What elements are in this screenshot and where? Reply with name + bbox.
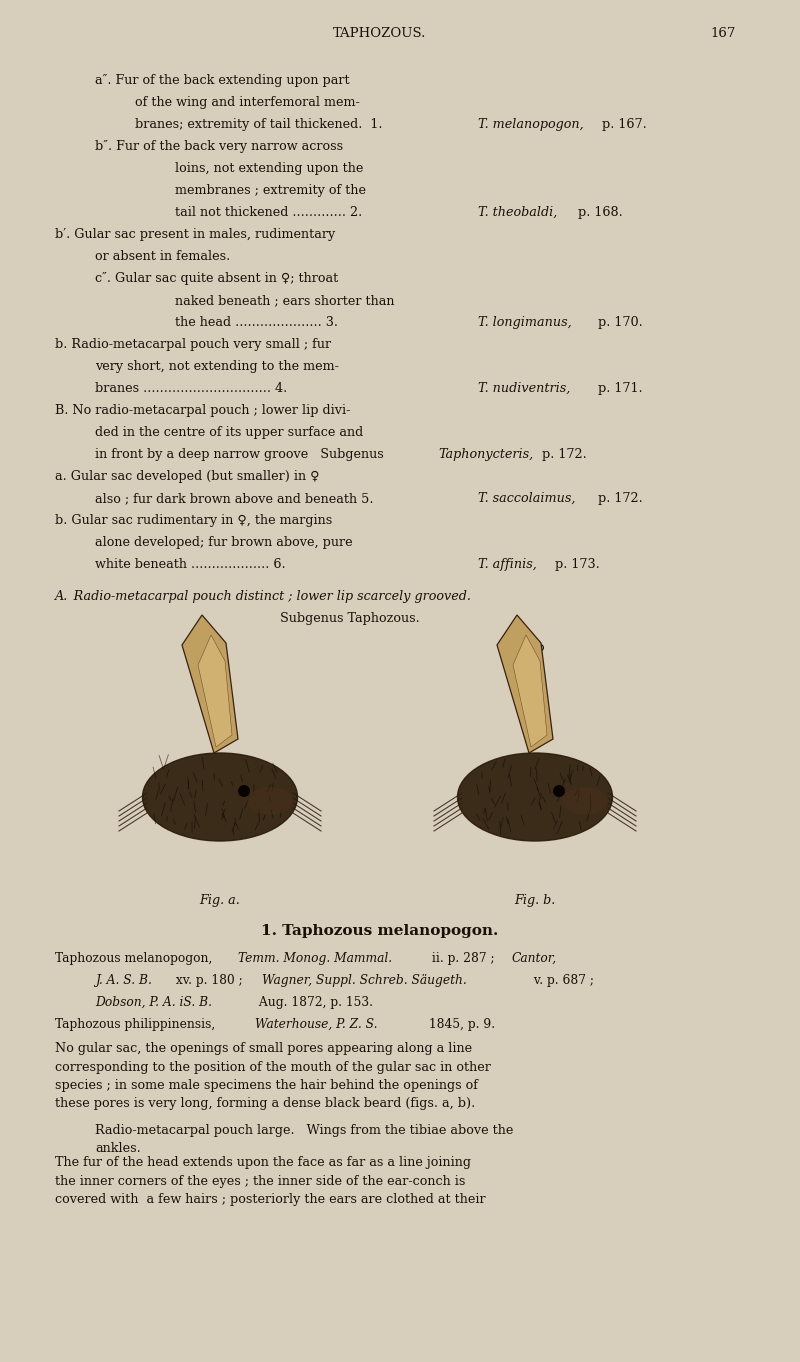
Text: membranes ; extremity of the: membranes ; extremity of the — [175, 184, 366, 197]
Text: Wagner, Suppl. Schreb. Säugeth.: Wagner, Suppl. Schreb. Säugeth. — [262, 974, 466, 987]
Text: Fig. a.: Fig. a. — [200, 893, 240, 907]
Text: or absent in females.: or absent in females. — [95, 251, 230, 263]
Polygon shape — [198, 635, 232, 746]
Polygon shape — [497, 616, 553, 753]
Text: T. melanopogon,: T. melanopogon, — [478, 118, 584, 131]
Text: p. 168.: p. 168. — [578, 206, 622, 219]
Polygon shape — [182, 616, 238, 753]
Circle shape — [238, 786, 250, 797]
Ellipse shape — [458, 753, 613, 840]
Text: c″. Gular sac quite absent in ♀; throat: c″. Gular sac quite absent in ♀; throat — [95, 272, 338, 285]
Text: naked beneath ; ears shorter than: naked beneath ; ears shorter than — [175, 294, 394, 306]
Text: p. 172.: p. 172. — [542, 448, 586, 460]
Text: No gular sac, the openings of small pores appearing along a line
corresponding t: No gular sac, the openings of small pore… — [55, 1042, 491, 1110]
Text: the head ..................... 3.: the head ..................... 3. — [175, 316, 338, 330]
Ellipse shape — [142, 753, 298, 840]
Text: T. saccolaimus,: T. saccolaimus, — [478, 492, 575, 505]
Text: v. p. 687 ;: v. p. 687 ; — [530, 974, 594, 987]
Text: 167: 167 — [710, 27, 735, 39]
Text: ♂: ♂ — [214, 642, 226, 656]
Polygon shape — [513, 635, 547, 746]
Text: p. 167.: p. 167. — [602, 118, 646, 131]
Text: A. Radio-metacarpal pouch distinct ; lower lip scarcely grooved.: A. Radio-metacarpal pouch distinct ; low… — [55, 590, 472, 603]
Text: J. A. S. B.: J. A. S. B. — [95, 974, 152, 987]
Text: a″. Fur of the back extending upon part: a″. Fur of the back extending upon part — [95, 74, 350, 87]
Text: p. 171.: p. 171. — [598, 381, 642, 395]
Text: 1. Taphozous melanopogon.: 1. Taphozous melanopogon. — [262, 923, 498, 938]
Text: T. affinis,: T. affinis, — [478, 558, 537, 571]
Text: b. Radio-metacarpal pouch very small ; fur: b. Radio-metacarpal pouch very small ; f… — [55, 338, 331, 351]
Text: ♀: ♀ — [535, 642, 545, 656]
Text: branes ............................... 4.: branes ............................... 4… — [95, 381, 287, 395]
Ellipse shape — [248, 789, 292, 814]
Text: The fur of the head extends upon the face as far as a line joining
the inner cor: The fur of the head extends upon the fac… — [55, 1156, 486, 1205]
Text: Temm. Monog. Mammal.: Temm. Monog. Mammal. — [238, 952, 392, 966]
Text: a. Gular sac developed (but smaller) in ♀: a. Gular sac developed (but smaller) in … — [55, 470, 319, 484]
Text: Radio-metacarpal pouch large.   Wings from the tibiae above the
ankles.: Radio-metacarpal pouch large. Wings from… — [95, 1124, 514, 1155]
Text: Cantor,: Cantor, — [512, 952, 557, 966]
Text: of the wing and interfemoral mem-: of the wing and interfemoral mem- — [135, 95, 360, 109]
Text: Taphozous philippinensis,: Taphozous philippinensis, — [55, 1017, 219, 1031]
Text: p. 173.: p. 173. — [555, 558, 600, 571]
Text: tail not thickened ............. 2.: tail not thickened ............. 2. — [175, 206, 362, 219]
Ellipse shape — [563, 789, 607, 814]
Text: Taphozous melanopogon,: Taphozous melanopogon, — [55, 952, 216, 966]
Text: Waterhouse, P. Z. S.: Waterhouse, P. Z. S. — [255, 1017, 378, 1031]
Text: b. Gular sac rudimentary in ♀, the margins: b. Gular sac rudimentary in ♀, the margi… — [55, 513, 332, 527]
Text: T. theobaldi,: T. theobaldi, — [478, 206, 558, 219]
Text: also ; fur dark brown above and beneath 5.: also ; fur dark brown above and beneath … — [95, 492, 374, 505]
Text: alone developed; fur brown above, pure: alone developed; fur brown above, pure — [95, 537, 353, 549]
Text: Dobson, P. A. iS. B.: Dobson, P. A. iS. B. — [95, 996, 212, 1009]
Text: white beneath ................... 6.: white beneath ................... 6. — [95, 558, 286, 571]
Text: B. No radio-metacarpal pouch ; lower lip divi-: B. No radio-metacarpal pouch ; lower lip… — [55, 405, 350, 417]
Text: Aug. 1872, p. 153.: Aug. 1872, p. 153. — [255, 996, 373, 1009]
Text: ii. p. 287 ;: ii. p. 287 ; — [428, 952, 498, 966]
Text: ded in the centre of its upper surface and: ded in the centre of its upper surface a… — [95, 426, 363, 439]
Text: T. longimanus,: T. longimanus, — [478, 316, 572, 330]
Text: Taphonycteris,: Taphonycteris, — [438, 448, 533, 460]
Text: Subgenus Taphozous.: Subgenus Taphozous. — [280, 612, 420, 625]
Text: branes; extremity of tail thickened.  1.: branes; extremity of tail thickened. 1. — [135, 118, 382, 131]
Text: p. 170.: p. 170. — [598, 316, 642, 330]
Text: T. nudiventris,: T. nudiventris, — [478, 381, 570, 395]
Text: p. 172.: p. 172. — [598, 492, 642, 505]
Text: 1845, p. 9.: 1845, p. 9. — [425, 1017, 495, 1031]
Circle shape — [554, 786, 564, 797]
Text: very short, not extending to the mem-: very short, not extending to the mem- — [95, 360, 339, 373]
Text: Fig. b.: Fig. b. — [514, 893, 556, 907]
Text: xv. p. 180 ;: xv. p. 180 ; — [172, 974, 246, 987]
Text: b″. Fur of the back very narrow across: b″. Fur of the back very narrow across — [95, 140, 343, 153]
Text: TAPHOZOUS.: TAPHOZOUS. — [334, 27, 426, 39]
Text: in front by a deep narrow groove   Subgenus: in front by a deep narrow groove Subgenu… — [95, 448, 384, 460]
Text: loins, not extending upon the: loins, not extending upon the — [175, 162, 363, 174]
Text: b′. Gular sac present in males, rudimentary: b′. Gular sac present in males, rudiment… — [55, 227, 335, 241]
